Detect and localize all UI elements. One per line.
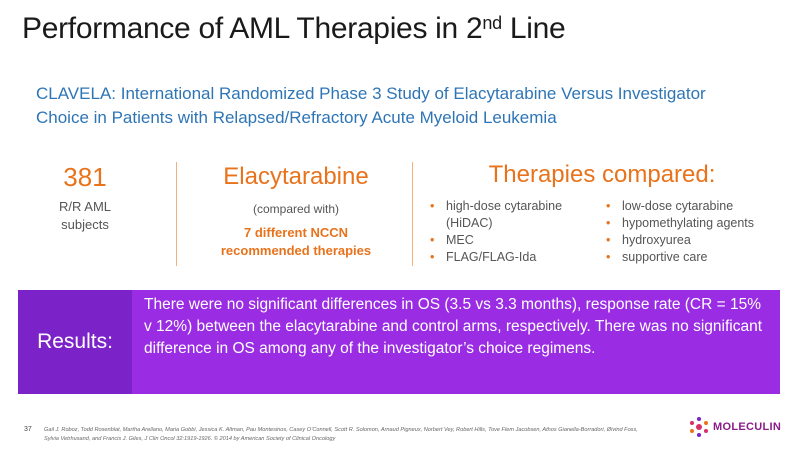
molecule-logo-icon <box>690 417 708 437</box>
drug-compared: (compared with) <box>252 202 340 216</box>
subjects-stat: 381 R/R AML subjects <box>30 162 140 234</box>
divider-right <box>412 162 413 266</box>
references: Gail J. Roboz, Todd Rosenblat, Martha Ar… <box>44 427 638 442</box>
results-text: There were no significant differences in… <box>132 290 780 394</box>
therapy-item: low-dose cytarabine <box>604 198 784 215</box>
drug-nccn-line2: recommended therapies <box>220 243 372 258</box>
study-subtitle: CLAVELA: International Randomized Phase … <box>36 84 706 127</box>
title-main: Performance of AML Therapies in 2 <box>22 12 483 45</box>
drug-nccn-line1: 7 different NCCN <box>243 225 348 240</box>
page-number: 37 <box>24 426 32 433</box>
therapy-item: FLAG/FLAG-Ida <box>428 249 588 266</box>
company-logo: MOLECULIN <box>688 416 781 438</box>
subjects-count: 381 <box>63 162 107 192</box>
therapy-item: hypomethylating agents <box>604 215 784 232</box>
therapies-title: Therapies compared: <box>488 161 716 188</box>
slide-title: Performance of AML Therapies in 2nd Line <box>22 12 566 46</box>
title-superscript: nd <box>482 13 502 33</box>
drug-block: Elacytarabine (compared with) 7 differen… <box>186 162 406 260</box>
therapies-list-right: low-dose cytarabine hypomethylating agen… <box>604 198 784 266</box>
subjects-label: R/R AML subjects <box>30 198 140 234</box>
divider-left <box>176 162 177 266</box>
therapy-item: high-dose cytarabine (HiDAC) <box>428 198 588 232</box>
results-label: Results: <box>37 330 113 353</box>
subjects-label-line1: R/R AML <box>58 199 111 214</box>
therapy-item: MEC <box>428 232 588 249</box>
logo-text: MOLECULIN <box>713 421 782 433</box>
therapy-item: supportive care <box>604 249 784 266</box>
therapy-item: hydroxyurea <box>604 232 784 249</box>
drug-nccn: 7 different NCCN recommended therapies <box>186 224 406 260</box>
drug-name: Elacytarabine <box>223 163 369 190</box>
therapies-list-left: high-dose cytarabine (HiDAC) MEC FLAG/FL… <box>428 198 588 266</box>
results-band: Results: There were no significant diffe… <box>18 290 780 394</box>
subjects-label-line2: subjects <box>61 217 109 232</box>
title-end: Line <box>501 12 566 45</box>
